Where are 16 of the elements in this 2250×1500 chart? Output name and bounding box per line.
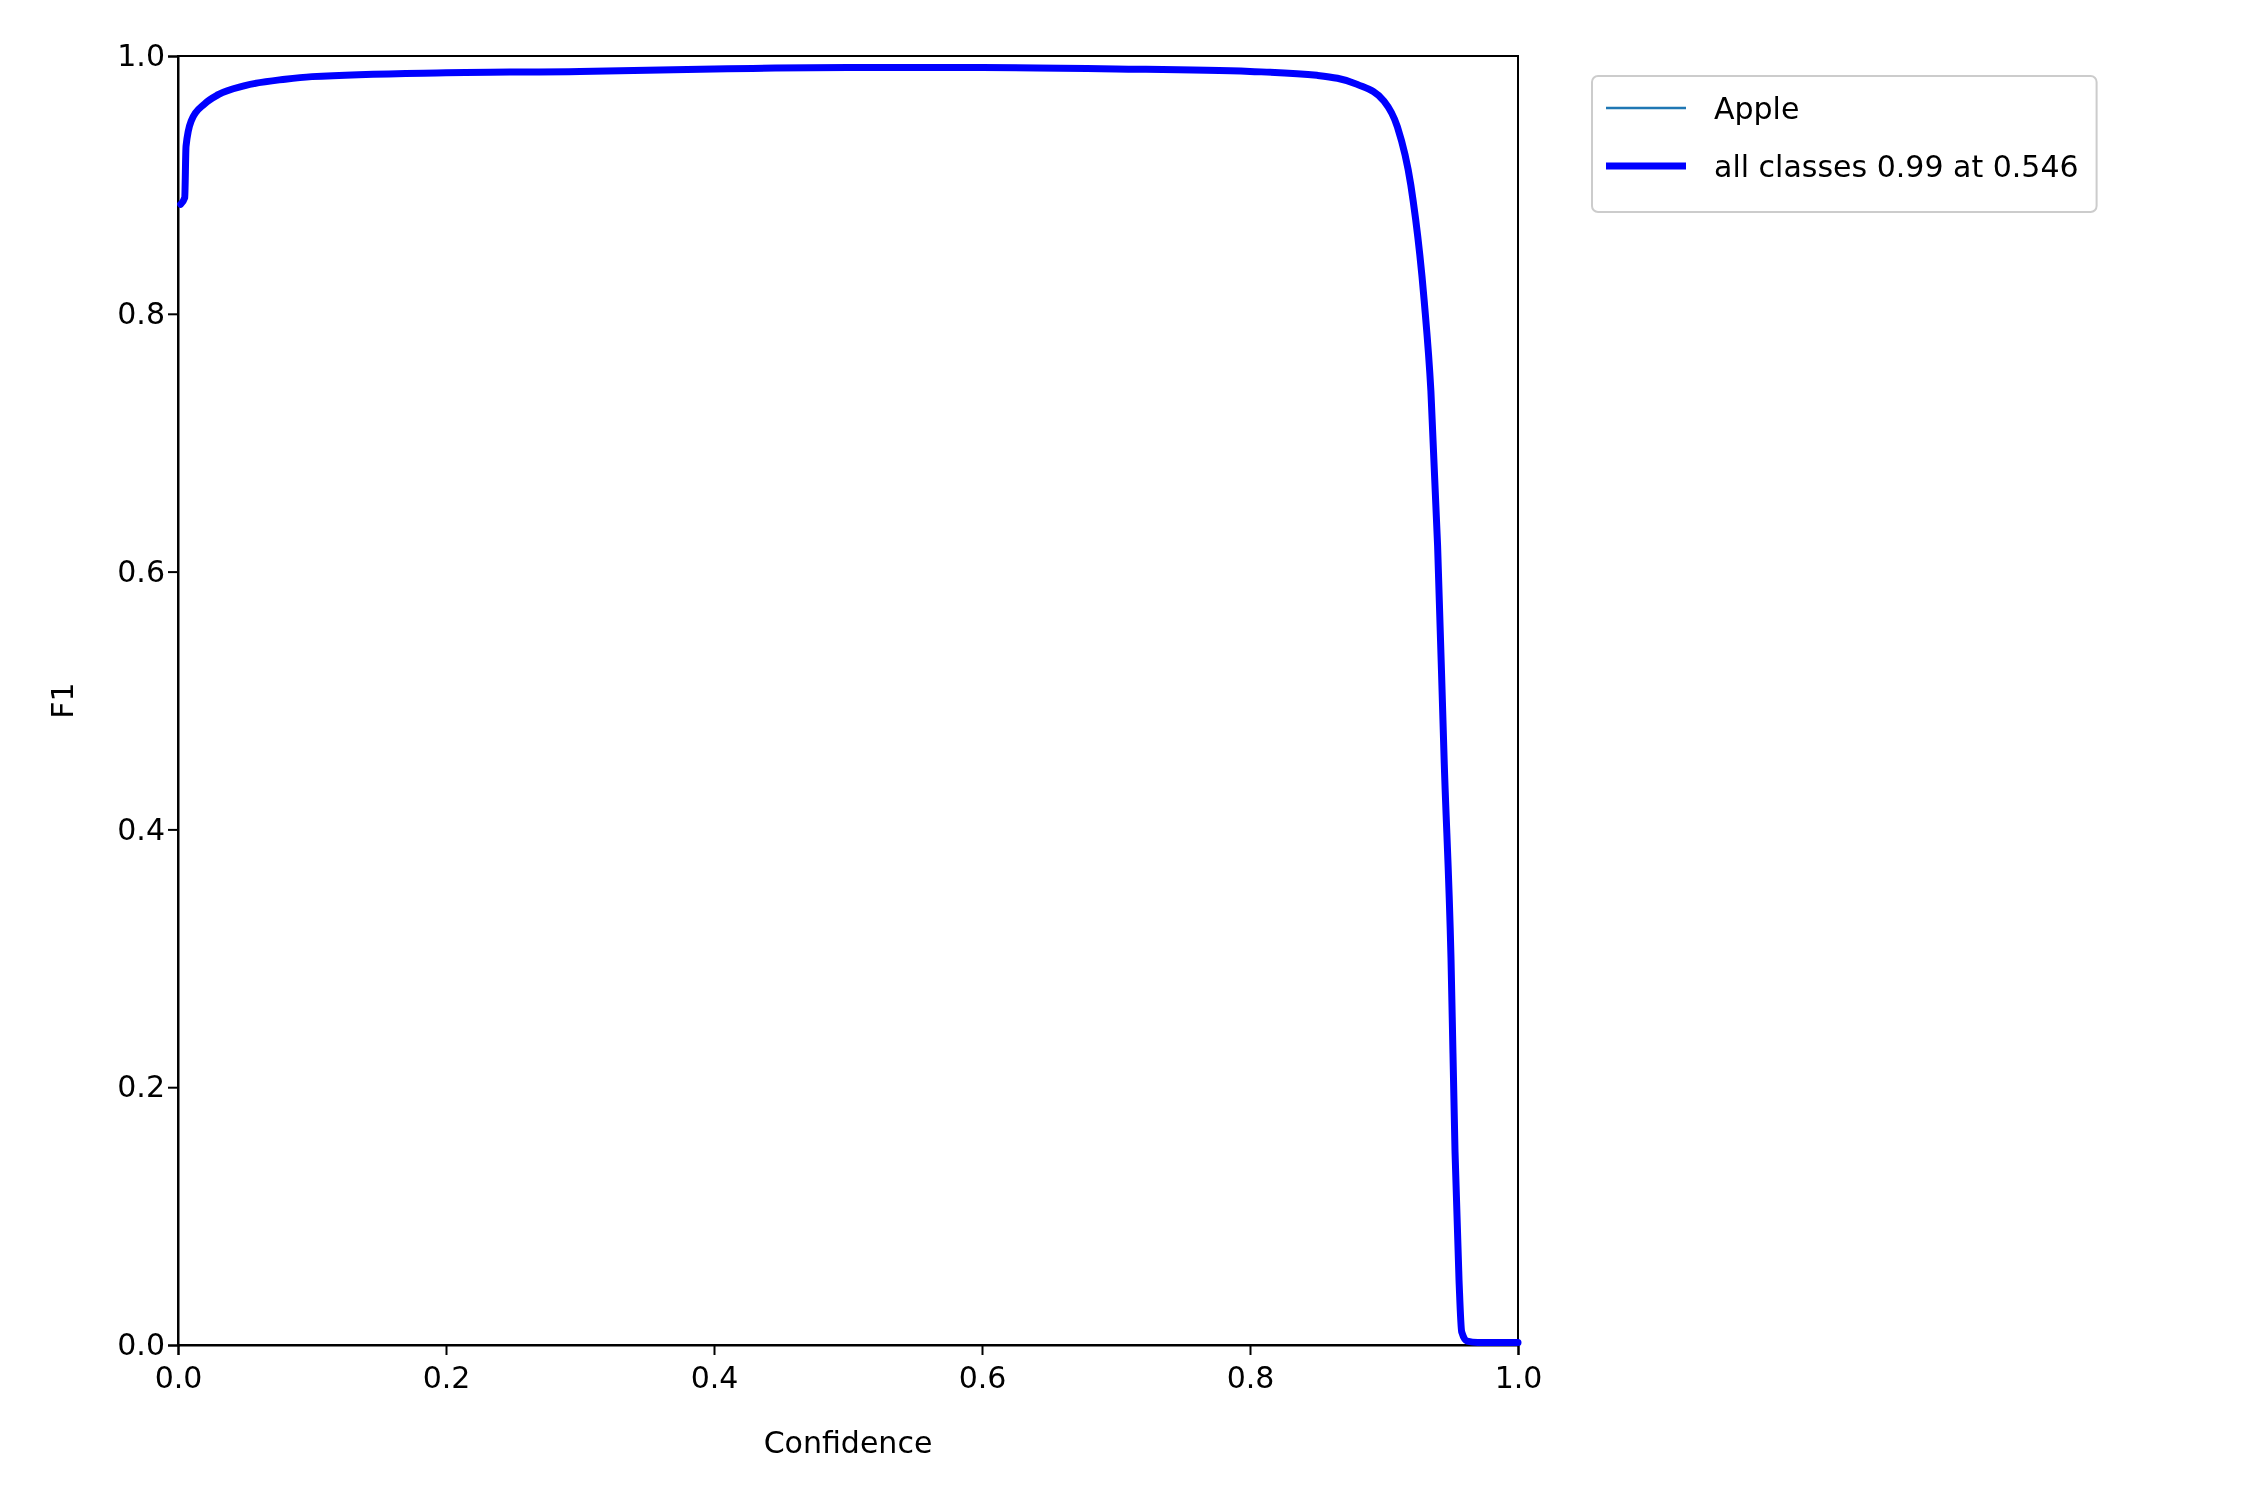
- x-axis-title: Confidence: [763, 1425, 933, 1460]
- y-tick-label: 0.8: [117, 295, 165, 331]
- y-tick-label: 0.4: [117, 811, 165, 847]
- x-tick-label: 0.6: [958, 1360, 1007, 1395]
- x-tick-label: 0.4: [690, 1360, 739, 1395]
- legend-label: all classes 0.99 at 0.546: [1714, 149, 2079, 184]
- legend-label: Apple: [1714, 91, 1800, 126]
- x-tick-label: 1.0: [1494, 1360, 1543, 1395]
- y-tick-label: 0.2: [117, 1069, 165, 1105]
- x-tick-label: 0.2: [422, 1360, 471, 1395]
- y-tick-label: 0.6: [117, 553, 165, 589]
- y-tick-label: 0.0: [117, 1327, 165, 1363]
- y-axis-title: F1: [45, 682, 80, 719]
- y-tick-label: 1.0: [117, 38, 165, 74]
- x-tick-label: 0.8: [1226, 1360, 1275, 1395]
- x-tick-label: 0.0: [154, 1360, 203, 1395]
